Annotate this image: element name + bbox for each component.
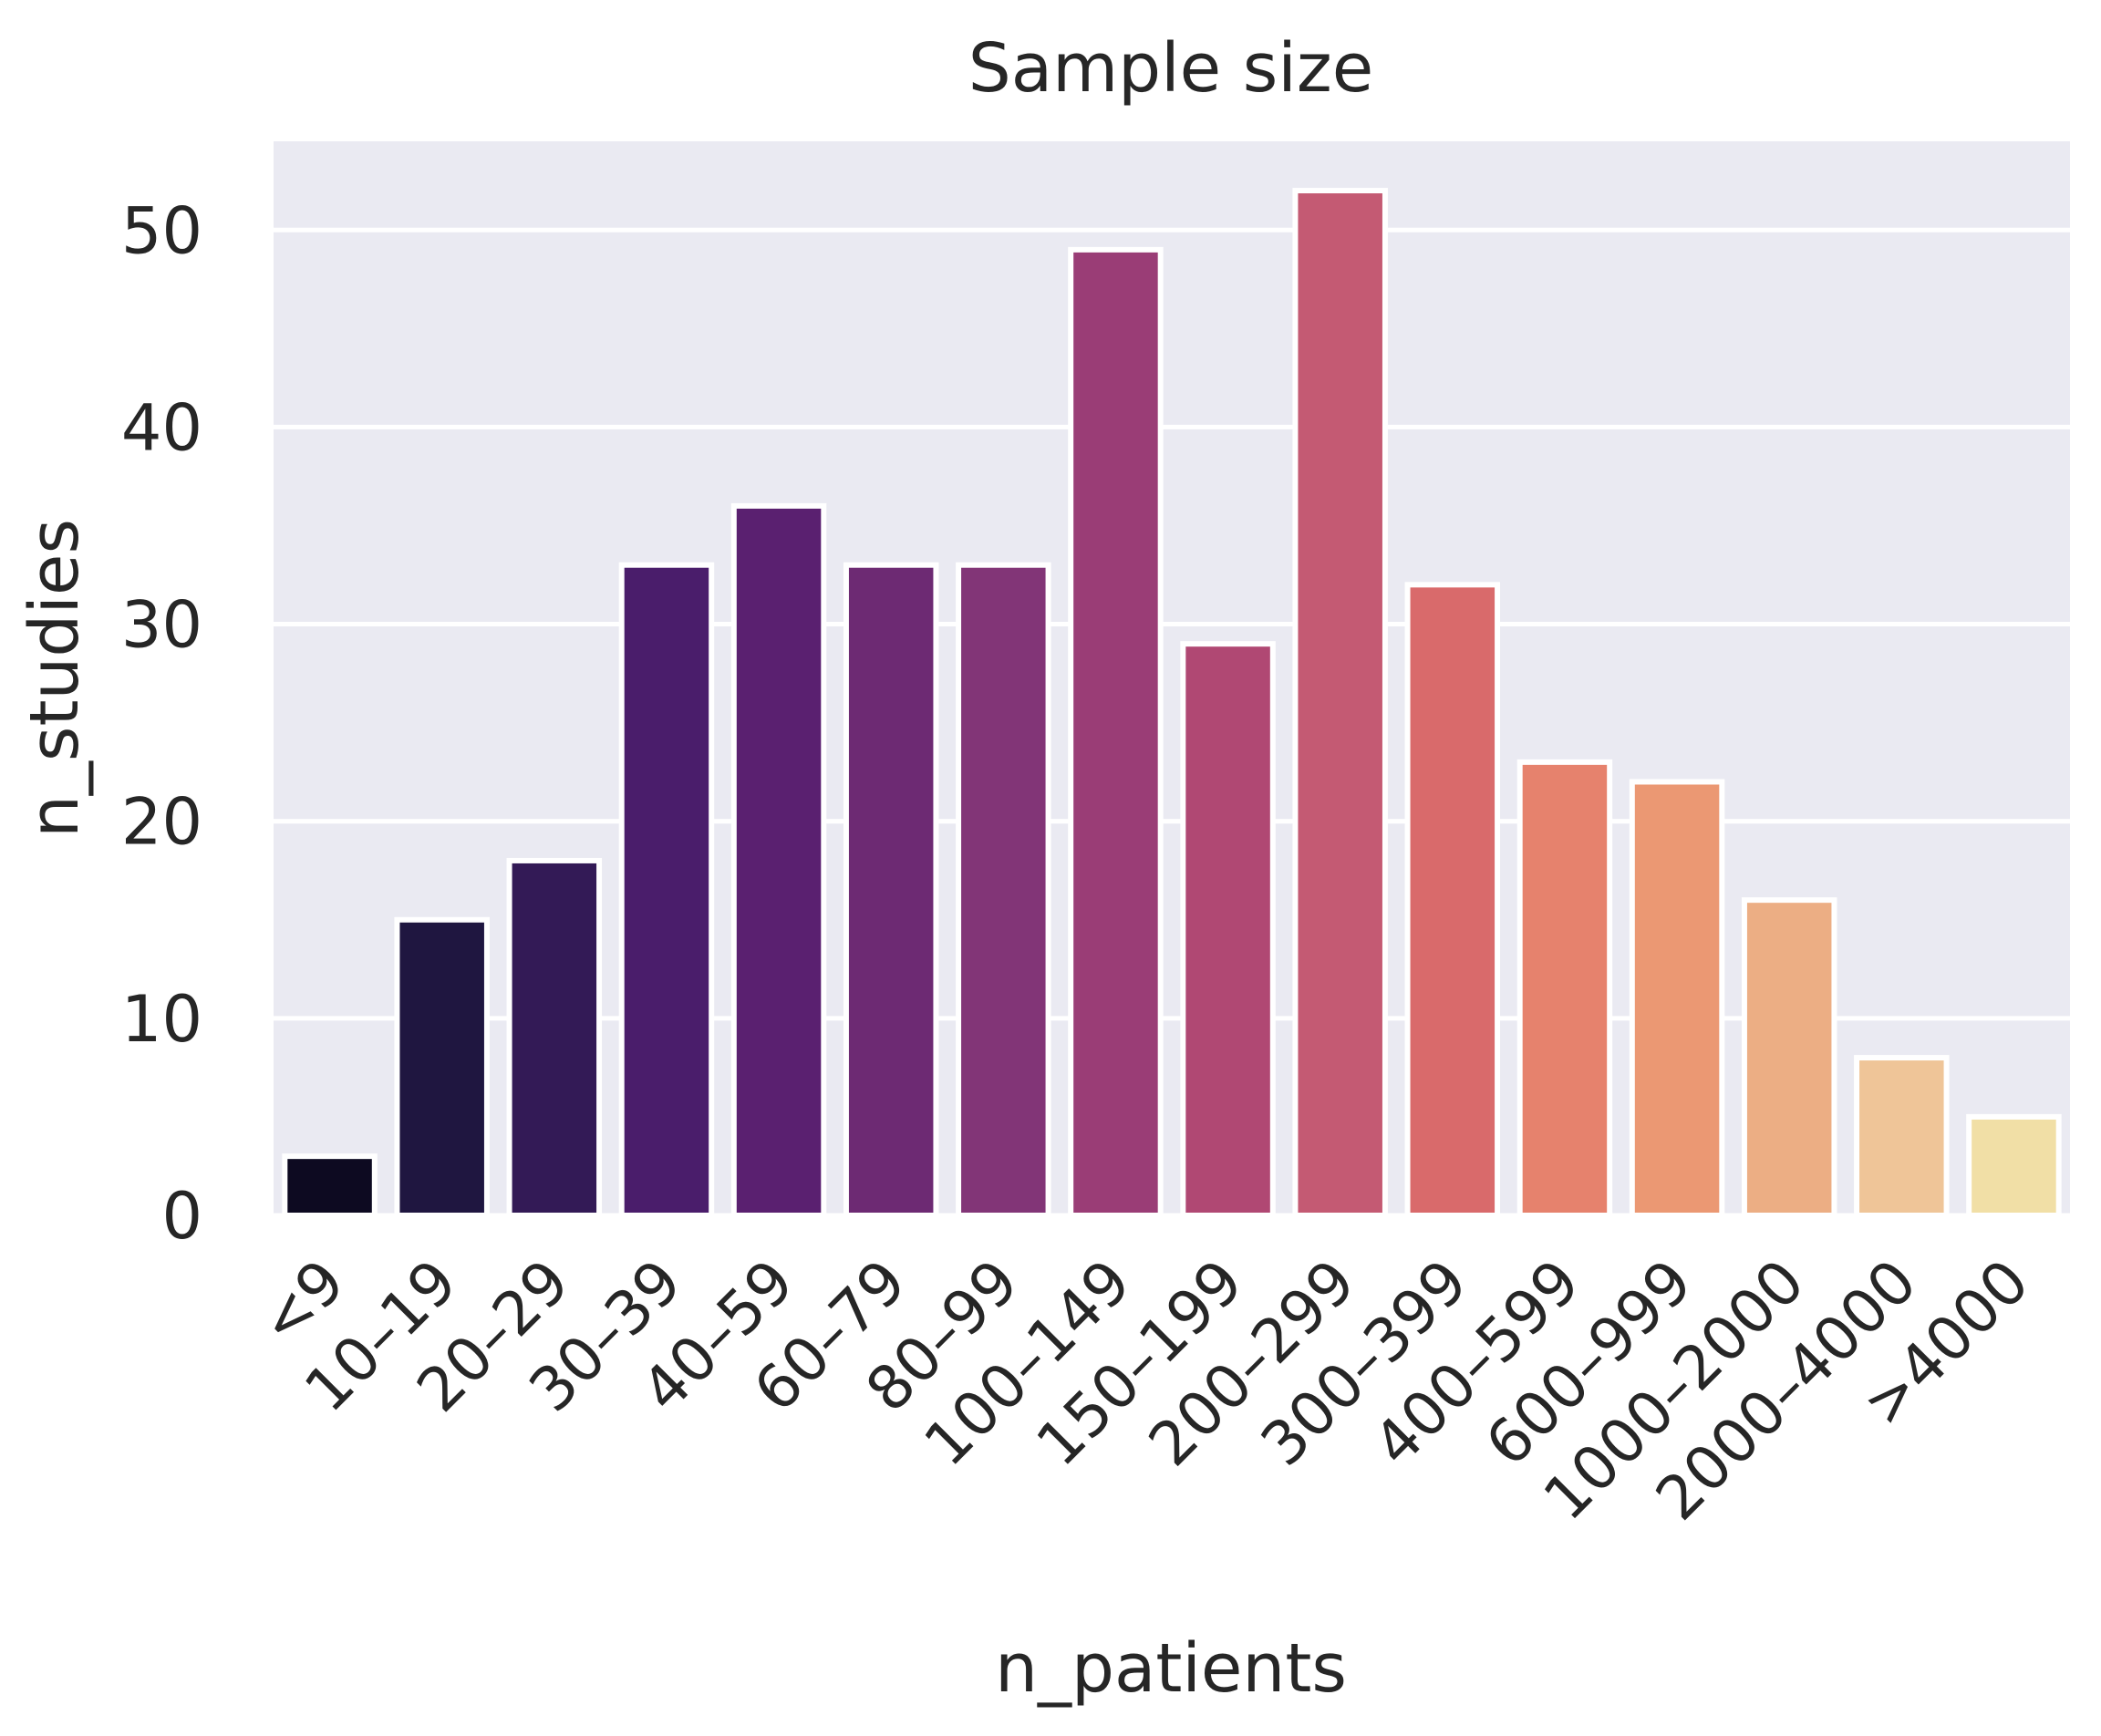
bar	[1404, 582, 1501, 1218]
bar	[1180, 641, 1276, 1218]
y-tick-labels: 0 10 20 30 40 50	[121, 193, 202, 1254]
y-tick-label: 40	[121, 390, 202, 465]
bar	[1068, 246, 1164, 1218]
chart-title: Sample size	[968, 29, 1373, 108]
bar	[506, 857, 603, 1218]
bar	[1741, 897, 1837, 1219]
bars	[282, 188, 2062, 1219]
x-tick-labels: <910–1920–2930–3940–5960–7980–99100–1491…	[246, 1246, 2043, 1534]
y-tick-label: 20	[121, 785, 202, 860]
bar	[1854, 1055, 1950, 1218]
bar	[956, 562, 1051, 1218]
y-tick-label: 50	[121, 193, 202, 268]
y-axis-label: n_studies	[16, 519, 94, 838]
bar	[730, 502, 827, 1218]
x-axis-label: n_patients	[995, 1629, 1347, 1708]
bar	[618, 562, 715, 1218]
bar	[1516, 759, 1613, 1218]
bar	[1966, 1113, 2062, 1219]
bar	[843, 562, 939, 1218]
y-tick-label: 0	[161, 1179, 202, 1254]
y-tick-label: 30	[121, 588, 202, 663]
bar	[1629, 779, 1725, 1218]
bar	[282, 1153, 378, 1219]
bar	[1292, 188, 1388, 1218]
y-tick-label: 10	[121, 982, 202, 1057]
bar	[394, 916, 490, 1219]
